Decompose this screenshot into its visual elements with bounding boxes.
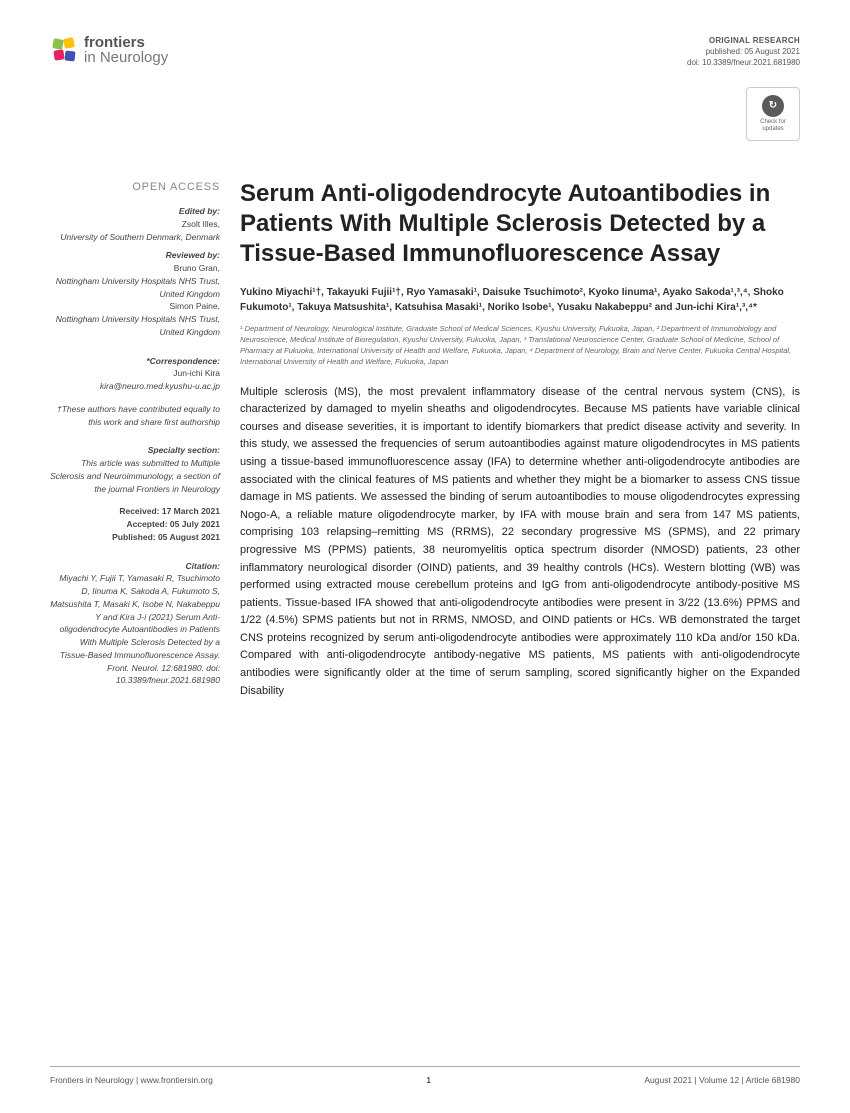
page-header: frontiers in Neurology ORIGINAL RESEARCH… [0,0,850,69]
article-type: ORIGINAL RESEARCH [687,35,800,46]
authors-line: Yukino Miyachi¹†, Takayuki Fujii¹†, Ryo … [240,285,800,315]
published-date-sidebar: Published: 05 August 2021 [50,531,220,544]
reviewer1-affiliation: Nottingham University Hospitals NHS Trus… [50,275,220,301]
specialty-text: This article was submitted to Multiple S… [50,457,220,495]
check-updates-badge[interactable]: ↻ Check for updates [746,87,800,141]
received-date: Received: 17 March 2021 [50,505,220,518]
logo-text: frontiers in Neurology [84,35,168,65]
edited-by-label: Edited by: [50,205,220,218]
page-footer: Frontiers in Neurology | www.frontiersin… [50,1066,800,1085]
logo-word2: in Neurology [84,50,168,65]
reviewer2-affiliation: Nottingham University Hospitals NHS Trus… [50,313,220,339]
affiliations: ¹ Department of Neurology, Neurological … [240,323,800,368]
journal-logo: frontiers in Neurology [50,35,168,65]
editor-affiliation: University of Southern Denmark, Denmark [50,231,220,244]
correspondence-email: kira@neuro.med.kyushu-u.ac.jp [50,380,220,393]
reviewed-by-label: Reviewed by: [50,249,220,262]
article-title: Serum Anti-oligodendrocyte Autoantibodie… [240,179,800,269]
reviewer2-name: Simon Paine, [50,300,220,313]
main-content: OPEN ACCESS Edited by: Zsolt Illes, Univ… [0,179,850,701]
citation-text: Miyachi Y, Fujii T, Yamasaki R, Tsuchimo… [50,572,220,687]
editor-name: Zsolt Illes, [50,218,220,231]
published-date: published: 05 August 2021 [687,46,800,57]
citation-label: Citation: [50,560,220,573]
footer-right: August 2021 | Volume 12 | Article 681980 [644,1075,800,1085]
updates-label: Check for updates [760,119,786,132]
logo-word1: frontiers [84,35,168,50]
article-body: Serum Anti-oligodendrocyte Autoantibodie… [240,179,800,701]
specialty-label: Specialty section: [50,444,220,457]
reviewer1-name: Bruno Gran, [50,262,220,275]
open-access-label: OPEN ACCESS [50,179,220,196]
updates-mark-icon: ↻ [762,95,784,117]
correspondence-name: Jun-ichi Kira [50,367,220,380]
abstract-text: Multiple sclerosis (MS), the most preval… [240,384,800,701]
accepted-date: Accepted: 05 July 2021 [50,518,220,531]
footer-page-number: 1 [426,1075,431,1085]
sidebar: OPEN ACCESS Edited by: Zsolt Illes, Univ… [50,179,220,701]
doi: doi: 10.3389/fneur.2021.681980 [687,57,800,68]
header-meta: ORIGINAL RESEARCH published: 05 August 2… [687,35,800,69]
correspondence-label: *Correspondence: [50,355,220,368]
footer-left: Frontiers in Neurology | www.frontiersin… [50,1075,213,1085]
logo-mark-icon [50,36,78,64]
equal-contribution-note: †These authors have contributed equally … [50,403,220,429]
